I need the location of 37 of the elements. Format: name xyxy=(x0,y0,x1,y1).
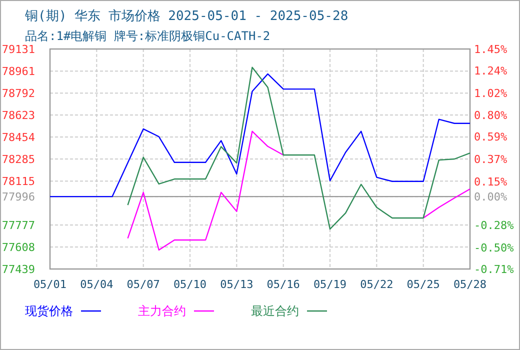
x-tick-label: 05/04 xyxy=(80,278,114,291)
y-tick-label: 78792 xyxy=(2,87,35,100)
chart-title: 铜(期) 华东 市场价格 2025-05-01 - 2025-05-28 xyxy=(24,9,348,24)
y2-tick-label: 0.15% xyxy=(474,175,508,188)
y-tick-label: 77439 xyxy=(2,263,35,276)
y-tick-label: 77996 xyxy=(2,190,35,204)
y2-tick-label: 1.24% xyxy=(474,64,508,78)
y-tick-label: 78285 xyxy=(2,153,35,166)
legend-label: 最近合约 xyxy=(251,304,299,318)
x-tick-label: 05/28 xyxy=(453,278,487,291)
y2-tick-label: 0.59% xyxy=(474,130,508,144)
y2-tick-label: -0.71% xyxy=(474,263,514,276)
x-tick-label: 05/25 xyxy=(406,278,440,291)
y2-tick-label: 0.80% xyxy=(474,109,508,122)
chart-subtitle: 品名:1#电解铜 牌号:标准阴极铜Cu-CATH-2 xyxy=(25,29,270,43)
y-tick-label: 78623 xyxy=(2,109,35,122)
legend-label: 现货价格 xyxy=(25,304,73,318)
x-tick-label: 05/13 xyxy=(220,278,254,291)
y2-tick-label: 0.37% xyxy=(474,153,508,166)
y2-tick-label: 1.45% xyxy=(474,43,508,56)
y2-tick-label: -0.50% xyxy=(474,242,514,255)
y-tick-label: 77608 xyxy=(2,241,35,254)
y-tick-label: 78454 xyxy=(2,131,36,144)
y-tick-label: 79131 xyxy=(2,43,35,56)
x-tick-label: 05/01 xyxy=(33,278,67,291)
x-tick-label: 05/22 xyxy=(360,278,394,291)
y-tick-label: 77777 xyxy=(2,219,35,232)
legend-label: 主力合约 xyxy=(138,304,186,318)
y2-tick-label: 1.02% xyxy=(474,86,508,100)
x-tick-label: 05/07 xyxy=(126,278,160,291)
x-tick-label: 05/10 xyxy=(173,278,207,291)
y2-tick-label: -0.28% xyxy=(474,219,514,232)
x-tick-label: 05/19 xyxy=(313,278,347,291)
x-tick-label: 05/16 xyxy=(266,278,300,291)
y-tick-label: 78961 xyxy=(2,65,35,78)
y2-tick-label: 0.00% xyxy=(474,190,508,204)
y-tick-label: 78115 xyxy=(2,175,35,188)
